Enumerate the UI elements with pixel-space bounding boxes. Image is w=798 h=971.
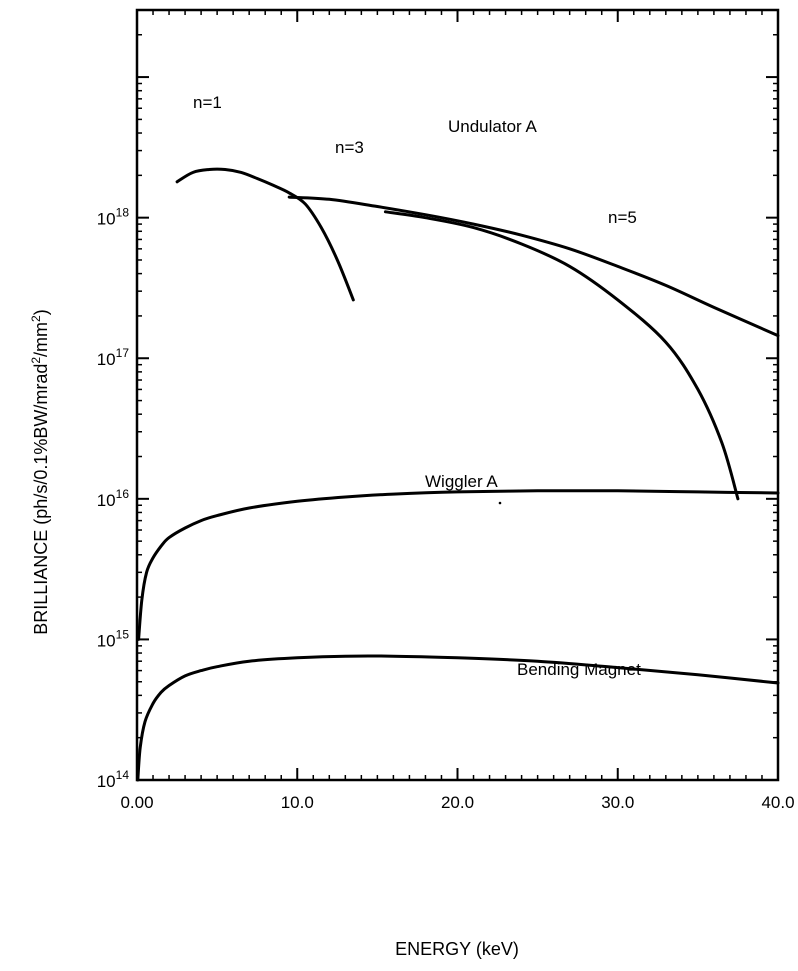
x-tick-label: 30.0 xyxy=(601,793,634,812)
x-tick-label: 10.0 xyxy=(281,793,314,812)
y-tick-label: 1018 xyxy=(97,206,130,229)
y-label-sup1: 2 xyxy=(29,357,43,364)
series-undulator-n3 xyxy=(287,195,780,338)
annotation-undulator: Undulator A xyxy=(448,117,537,136)
annotation-n5: n=5 xyxy=(608,208,637,227)
annotation-wiggler: Wiggler A xyxy=(425,472,498,491)
annotation-bending: Bending Magnet xyxy=(517,660,641,679)
series-bending-magnet xyxy=(136,654,780,782)
y-tick-label: 1014 xyxy=(97,768,130,791)
y-tick-labels: 1014 1015 1016 1017 1018 xyxy=(97,206,130,791)
y-label-main: BRILLIANCE (ph/s/0.1%BW/mrad xyxy=(31,364,51,635)
annotation-n3: n=3 xyxy=(335,138,364,157)
series-wiggler xyxy=(137,489,780,641)
x-tick-label: 20.0 xyxy=(441,793,474,812)
stray-dot xyxy=(498,501,502,505)
annotation-n1: n=1 xyxy=(193,93,222,112)
y-tick-label: 1015 xyxy=(97,627,130,650)
y-label-mid: /mm xyxy=(31,322,51,357)
series-group xyxy=(136,167,780,782)
x-tick-label: 40.0 xyxy=(761,793,794,812)
series-undulator-n5 xyxy=(383,210,740,501)
y-tick-label: 1017 xyxy=(97,346,130,369)
y-axis-label: BRILLIANCE (ph/s/0.1%BW/mrad2/mm2) xyxy=(29,309,51,634)
y-label-sup2: 2 xyxy=(29,315,43,322)
x-tick-labels: 0.00 10.0 20.0 30.0 40.0 xyxy=(120,793,794,812)
series-undulator-n1 xyxy=(175,167,355,302)
x-axis-label: ENERGY (keV) xyxy=(395,939,519,959)
x-tick-label: 0.00 xyxy=(120,793,153,812)
y-tick-label: 1016 xyxy=(97,487,130,510)
y-label-close: ) xyxy=(31,309,51,315)
